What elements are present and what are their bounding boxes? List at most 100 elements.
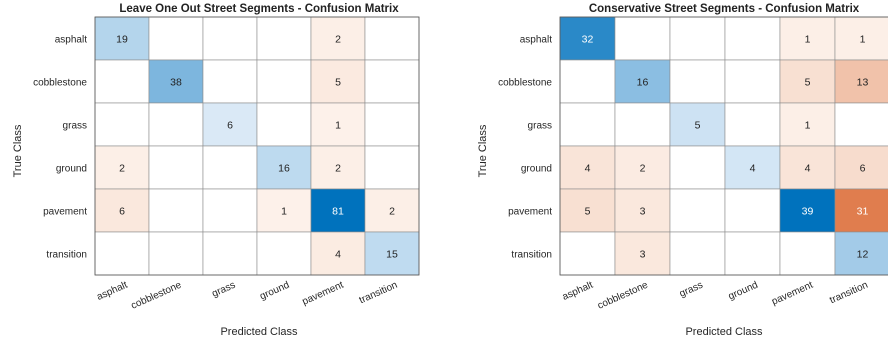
matrix-cell <box>834 16 888 61</box>
matrix-cell <box>834 231 888 276</box>
x-tick-label: cobblestone <box>129 280 183 312</box>
matrix-cell <box>614 188 671 233</box>
matrix-cell <box>779 231 836 276</box>
matrix-cell <box>310 59 366 104</box>
matrix-cell <box>310 188 366 233</box>
y-tick-label: grass <box>528 121 552 132</box>
cell-value: 16 <box>637 77 649 89</box>
y-tick-label: cobblestone <box>498 78 552 89</box>
cell-value: 4 <box>805 163 811 175</box>
matrix-cell <box>94 188 150 233</box>
cell-value: 2 <box>389 206 395 218</box>
cell-value: 1 <box>281 206 287 218</box>
matrix-cell <box>148 145 204 190</box>
confusion-matrix-left: Leave One Out Street Segments - Confusio… <box>12 3 420 338</box>
matrix-frame <box>94 16 420 276</box>
x-tick-label: asphalt <box>561 280 595 303</box>
matrix-cell <box>202 145 258 190</box>
matrix-cell <box>724 231 781 276</box>
matrix-cell <box>202 16 258 61</box>
matrix-cell <box>724 59 781 104</box>
matrix-cell <box>834 145 888 190</box>
y-tick-label: grass <box>63 121 87 132</box>
cell-value: 6 <box>119 206 125 218</box>
matrix-cell <box>94 59 150 104</box>
cell-value: 4 <box>750 163 756 175</box>
cell-value: 38 <box>170 77 182 89</box>
matrix-cell <box>148 16 204 61</box>
matrix-cell <box>559 102 616 147</box>
cell-value: 2 <box>335 34 341 46</box>
cell-value: 2 <box>640 163 646 175</box>
matrix-cell <box>724 16 781 61</box>
cell-value: 4 <box>335 249 341 261</box>
matrix-cell <box>310 102 366 147</box>
x-axis-label: Predicted Class <box>220 326 298 338</box>
matrix-cell <box>669 59 726 104</box>
y-tick-label: asphalt <box>520 35 552 46</box>
matrix-cell <box>202 102 258 147</box>
matrix-cell <box>724 102 781 147</box>
matrix-cell <box>256 145 312 190</box>
matrix-cell <box>614 145 671 190</box>
x-tick-label: pavement <box>301 280 346 308</box>
matrix-cell <box>256 59 312 104</box>
matrix-cell <box>202 231 258 276</box>
cell-value: 19 <box>116 34 128 46</box>
y-tick-label: pavement <box>508 207 552 218</box>
matrix-cell <box>614 59 671 104</box>
cell-value: 16 <box>278 163 290 175</box>
cell-value: 5 <box>335 77 341 89</box>
chart-title: Conservative Street Segments - Confusion… <box>589 3 860 15</box>
chart-title: Leave One Out Street Segments - Confusio… <box>119 3 399 15</box>
cell-value: 5 <box>695 120 701 132</box>
matrix-cell <box>256 231 312 276</box>
cell-value: 81 <box>332 206 344 218</box>
cell-value: 5 <box>585 206 591 218</box>
cell-value: 5 <box>805 77 811 89</box>
matrix-cell <box>256 102 312 147</box>
matrix-cell <box>779 145 836 190</box>
matrix-cell <box>669 102 726 147</box>
matrix-cell <box>364 16 420 61</box>
x-tick-label: ground <box>258 280 291 303</box>
cell-value: 1 <box>805 34 811 46</box>
x-tick-label: pavement <box>770 280 815 308</box>
matrix-cell <box>202 188 258 233</box>
x-tick-label: transition <box>358 280 400 307</box>
cell-value: 6 <box>860 163 866 175</box>
cell-value: 32 <box>582 34 594 46</box>
x-tick-label: asphalt <box>95 280 129 303</box>
matrix-cell <box>834 59 888 104</box>
x-tick-label: transition <box>828 280 870 307</box>
matrix-cell <box>669 16 726 61</box>
y-axis-label: True Class <box>477 124 489 177</box>
matrix-cell <box>310 16 366 61</box>
y-tick-label: transition <box>511 250 552 261</box>
matrix-cell <box>364 59 420 104</box>
matrix-cell <box>310 231 366 276</box>
x-tick-label: cobblestone <box>596 280 650 312</box>
cell-value: 1 <box>860 34 866 46</box>
cell-value: 39 <box>802 206 814 218</box>
matrix-cell <box>94 231 150 276</box>
matrix-cell <box>202 59 258 104</box>
y-tick-label: asphalt <box>55 35 87 46</box>
y-tick-label: transition <box>46 250 87 261</box>
y-tick-label: pavement <box>43 207 87 218</box>
matrix-cell <box>364 102 420 147</box>
matrix-cell <box>614 102 671 147</box>
matrix-cell <box>364 188 420 233</box>
matrix-cell <box>148 102 204 147</box>
cell-value: 13 <box>857 77 869 89</box>
matrix-cell <box>559 59 616 104</box>
cell-value: 6 <box>227 120 233 132</box>
matrix-frame <box>559 16 888 276</box>
cell-value: 1 <box>805 120 811 132</box>
y-axis-label: True Class <box>12 124 24 177</box>
cell-value: 3 <box>640 206 646 218</box>
matrix-cell <box>669 145 726 190</box>
matrix-cell <box>559 231 616 276</box>
x-axis-label: Predicted Class <box>685 326 763 338</box>
